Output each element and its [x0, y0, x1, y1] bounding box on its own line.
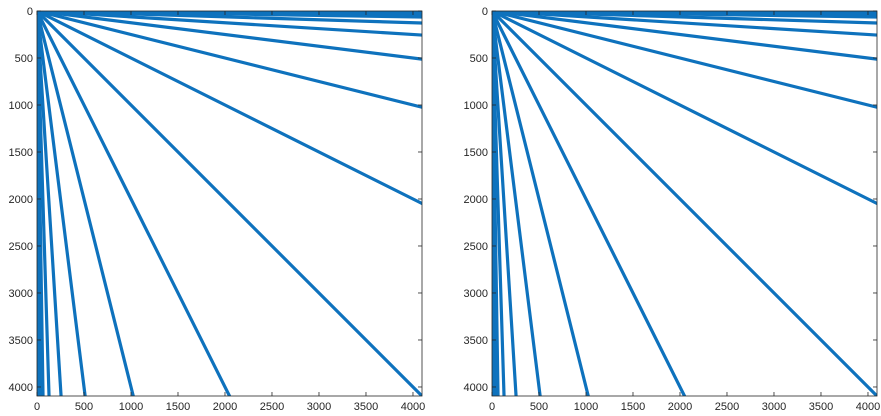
right-chart-panel: 0 500 1000 1500 2000 2500 3000 3500 400005001000…	[464, 6, 881, 413]
y-tick-label: 0	[482, 6, 488, 18]
axes-frame	[36, 10, 423, 397]
series-line-9	[492, 11, 877, 396]
x-tick-label: 2500	[260, 401, 284, 413]
x-tick-label: 0	[489, 401, 495, 413]
x-tick-label: 2000	[213, 401, 237, 413]
x-tick-label: 3500	[809, 401, 833, 413]
series-group	[492, 11, 877, 396]
series-line-9	[37, 11, 422, 396]
series-line-10	[37, 11, 232, 396]
y-tick-label: 2000	[464, 194, 488, 206]
y-tick-label: 4000	[464, 382, 488, 394]
series-line-6	[492, 11, 877, 61]
y-tick-label: 1000	[464, 100, 488, 112]
x-tick-label: 0	[34, 401, 40, 413]
y-tick-label: 3500	[9, 335, 33, 347]
y-tick-label: 3000	[9, 288, 33, 300]
y-tick-label: 2000	[9, 194, 33, 206]
x-tick-label: 500	[75, 401, 93, 413]
series-line-12	[492, 11, 542, 396]
x-tick-label: 1500	[621, 401, 645, 413]
x-tick-label: 500	[530, 401, 548, 413]
x-tick-label: 1500	[166, 401, 190, 413]
series-line-5	[492, 11, 877, 37]
series-line-13	[37, 11, 63, 396]
series-line-4	[37, 11, 422, 25]
series-line-7	[37, 11, 422, 109]
x-tick-label: 4000	[856, 401, 880, 413]
x-tick-label: 1000	[574, 401, 598, 413]
series-line-11	[37, 11, 135, 396]
axes-frame	[491, 10, 878, 397]
series-line-10	[492, 11, 687, 396]
series-line-5	[37, 11, 422, 37]
y-tick-label: 2500	[464, 241, 488, 253]
x-tick-label: 3000	[762, 401, 786, 413]
series-line-13	[492, 11, 518, 396]
series-line-7	[492, 11, 877, 109]
y-tick-label: 4000	[9, 382, 33, 394]
series-group	[37, 11, 422, 396]
y-tick-label: 1000	[9, 100, 33, 112]
series-line-8	[37, 11, 422, 206]
x-tick-label: 3000	[307, 401, 331, 413]
series-line-11	[492, 11, 590, 396]
x-tick-label: 4000	[401, 401, 425, 413]
x-tick-label: 2500	[715, 401, 739, 413]
x-tick-label: 3500	[354, 401, 378, 413]
y-tick-label: 2500	[9, 241, 33, 253]
y-tick-label: 1500	[464, 147, 488, 159]
y-tick-label: 500	[15, 53, 33, 65]
series-line-12	[37, 11, 87, 396]
x-tick-label: 1000	[119, 401, 143, 413]
series-line-4	[492, 11, 877, 25]
left-chart-panel: 0 500 1000 1500 2000 2500 3000 3500 400005001000…	[9, 6, 426, 413]
series-line-6	[37, 11, 422, 61]
y-tick-label: 0	[27, 6, 33, 18]
y-tick-label: 3500	[464, 335, 488, 347]
y-tick-label: 500	[470, 53, 488, 65]
x-tick-label: 2000	[668, 401, 692, 413]
series-line-8	[492, 11, 877, 206]
y-tick-label: 3000	[464, 288, 488, 300]
y-tick-label: 1500	[9, 147, 33, 159]
